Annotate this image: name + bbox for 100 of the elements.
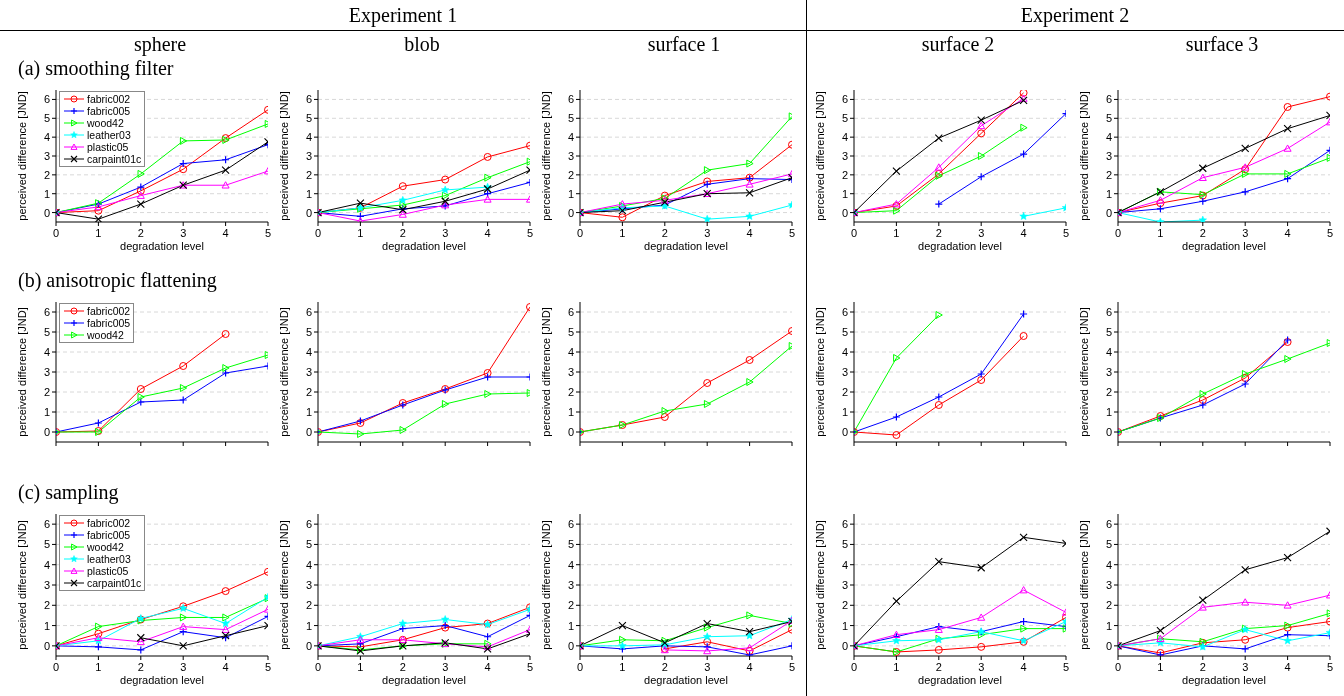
y-tick-label: 1 [305,187,312,200]
y-tick-label: 0 [305,639,312,652]
x-tick-label: 3 [978,227,985,239]
x-tick-label: 0 [576,661,584,673]
x-tick-label: 3 [180,661,187,673]
x-tick-label: 1 [95,227,102,239]
y-tick-label: 2 [841,386,848,398]
y-tick-label: 1 [841,406,848,418]
legend-label: leather03 [87,553,131,565]
x-axis-title: degradation level [119,240,205,253]
y-tick-label: 1 [567,406,574,418]
y-tick-label: 6 [305,93,312,106]
x-tick-label: 0 [52,227,60,239]
y-tick-label: 4 [305,558,312,571]
y-tick-label: 3 [567,366,574,378]
x-tick-label: 5 [526,661,534,673]
y-tick-label: 3 [43,579,50,591]
y-tick-label: 0 [43,206,50,219]
legend-label: fabric002 [87,305,131,317]
x-tick-label: 2 [1199,661,1206,673]
chart-subtitle: (a) smoothing filter [18,57,174,80]
text: Experiment 2 [1020,4,1130,26]
y-tick-label: 1 [1105,187,1112,200]
x-axis-title: degradation level [1181,674,1267,687]
y-tick-label: 0 [43,426,50,438]
y-tick-label: 3 [305,150,312,162]
y-tick-label: 2 [305,599,312,612]
y-tick-label: 1 [567,187,574,200]
x-axis-title: degradation level [381,674,467,687]
x-tick-label: 1 [357,661,364,673]
y-tick-label: 4 [305,131,312,144]
legend-label: carpaint01c [87,153,142,165]
y-tick-label: 4 [841,346,848,358]
y-axis-title: perceived difference [JND] [540,307,553,437]
x-tick-label: 0 [314,227,322,239]
y-tick-label: 5 [43,538,50,551]
chart-title: surface 2 [920,33,996,56]
y-tick-label: 5 [1105,112,1112,125]
x-tick-label: 4 [222,227,229,239]
y-tick-label: 5 [567,538,574,551]
y-axis-title: perceived difference [JND] [540,91,553,221]
y-tick-label: 1 [841,619,848,632]
x-tick-label: 5 [526,227,534,239]
y-tick-label: 2 [841,599,848,612]
y-tick-label: 5 [841,326,848,338]
y-axis-title: perceived difference [JND] [278,520,291,650]
text: Experiment 1 [348,4,458,26]
y-tick-label: 5 [305,326,312,338]
legend-label: leather03 [87,129,131,141]
x-tick-label: 2 [661,227,668,239]
y-axis-title: perceived difference [JND] [16,307,29,437]
y-tick-label: 0 [841,206,848,219]
chart-title: surface 1 [646,33,722,56]
y-tick-label: 6 [305,518,312,531]
x-tick-label: 2 [399,227,406,239]
legend-label: wood42 [87,117,124,129]
x-tick-label: 0 [850,661,858,673]
y-tick-label: 6 [1105,518,1112,531]
y-tick-label: 1 [43,187,50,200]
y-tick-label: 2 [567,599,574,612]
x-tick-label: 2 [399,661,406,673]
x-tick-label: 2 [137,227,144,239]
x-tick-label: 2 [935,661,942,673]
x-tick-label: 2 [137,661,144,673]
x-tick-label: 5 [264,661,272,673]
y-tick-label: 4 [305,346,312,358]
y-tick-label: 6 [305,306,312,318]
legend-label: plastic05 [87,565,129,577]
y-tick-label: 2 [1105,168,1112,181]
y-tick-label: 4 [1105,346,1112,358]
x-tick-label: 3 [442,661,449,673]
x-tick-label: 3 [1242,227,1249,239]
x-tick-label: 1 [893,661,900,673]
x-tick-label: 4 [1020,227,1027,239]
x-tick-label: 1 [619,661,626,673]
x-tick-label: 0 [52,661,60,673]
chart-subtitle: (b) anisotropic flattening [18,269,217,292]
legend-label: fabric005 [87,529,131,541]
y-tick-label: 0 [841,426,848,438]
y-tick-label: 2 [1105,386,1112,398]
x-tick-label: 4 [1284,661,1291,673]
y-tick-label: 1 [841,187,848,200]
y-tick-label: 0 [567,426,574,438]
y-axis-title: perceived difference [JND] [278,91,291,221]
y-tick-label: 2 [43,386,50,398]
x-axis-title: degradation level [119,674,205,687]
y-tick-label: 5 [305,112,312,125]
y-axis-title: perceived difference [JND] [16,91,29,221]
x-tick-label: 0 [850,227,858,239]
x-tick-label: 3 [1242,661,1249,673]
y-tick-label: 5 [305,538,312,551]
y-tick-label: 0 [1105,206,1112,219]
x-tick-label: 4 [484,661,491,673]
y-tick-label: 4 [841,558,848,571]
y-tick-label: 1 [43,406,50,418]
y-tick-label: 2 [305,386,312,398]
y-tick-label: 3 [43,150,50,162]
x-tick-label: 5 [1062,227,1070,239]
x-tick-label: 1 [893,227,900,239]
x-tick-label: 1 [357,227,364,239]
